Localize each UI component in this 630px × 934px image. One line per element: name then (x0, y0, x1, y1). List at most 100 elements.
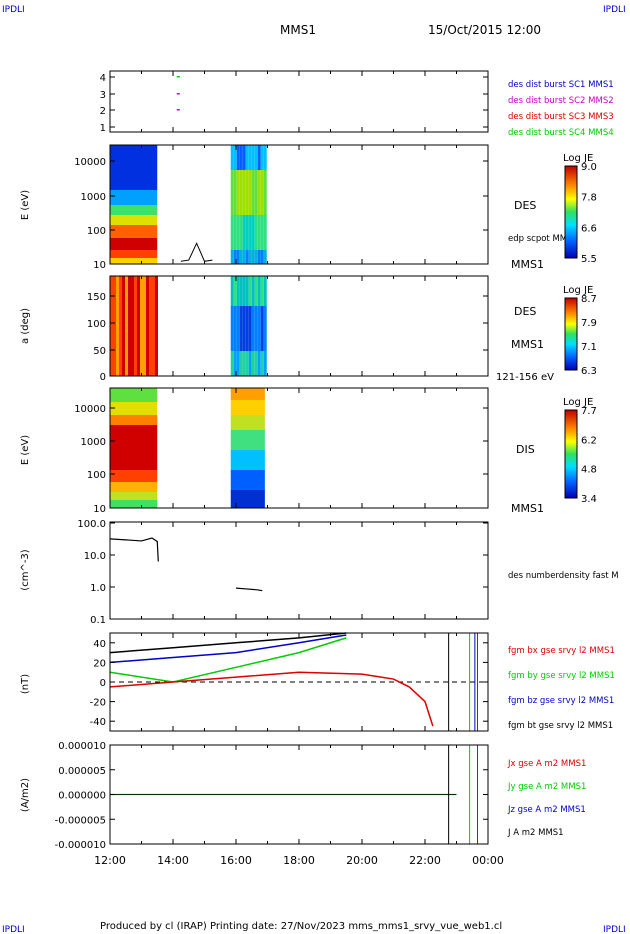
des-energy-spectro-cell (245, 170, 249, 215)
des-pitch-sublabel: MMS1 (511, 338, 544, 351)
bfield-legend-entry: fgm bt gse srvy l2 MMS1 (508, 721, 613, 731)
x-axis-tick-label: 20:00 (346, 854, 378, 867)
des-energy-spectro-cell (236, 145, 240, 170)
des-energy-spectro-cell (251, 170, 255, 215)
des-energy-ylabel: E (eV) (20, 190, 31, 220)
dis-energy-spectro-block (110, 482, 158, 492)
des-energy-spectro-cell (233, 215, 237, 250)
corner-logo-top-right: IPDLI (603, 5, 626, 15)
des-energy-spectro-cell (254, 215, 258, 250)
burst-panel-ytick-label: 2 (100, 106, 106, 117)
des-energy-spectro-cell (242, 145, 246, 170)
dis-energy-spectro-block (110, 492, 158, 500)
des-energy-spectro-cell (248, 250, 252, 264)
des-energy-spectro-cell (230, 145, 234, 170)
des-energy-spectro-cell (233, 250, 237, 264)
des-pitch-ytick-label: 0 (100, 372, 106, 383)
des-pitch-spectro-cell (263, 306, 267, 351)
burst-panel-frame (109, 70, 489, 133)
current-ytick-label: 0.000005 (58, 766, 106, 777)
des-pitch-colorbar-title: Log JE (563, 285, 593, 296)
des-pitch-spectro-cell (254, 351, 258, 376)
footer-credits: Produced by cl (IRAP) Printing date: 27/… (100, 921, 502, 932)
density-ytick-label: 10.0 (84, 551, 106, 562)
x-axis-tick-label: 00:00 (472, 854, 504, 867)
des-pitch-spectro-cell (239, 306, 243, 351)
dis-energy-spectro-block (230, 450, 265, 470)
des-energy-spectro-cell (260, 215, 264, 250)
bfield-series-line (109, 637, 347, 683)
panels-group: 4 3 2 1 des dist burst SC1 MMS1 des dist burs… (20, 70, 619, 867)
corner-logo-top-left: IPDLI (2, 5, 25, 15)
des-energy-spectro-cell (245, 215, 249, 250)
des-pitch-spectro-cell (263, 351, 267, 376)
des-pitch-ylabel: a (deg) (20, 308, 31, 344)
des-pitch-spectro-cell (230, 351, 234, 376)
burst-legend-entry: des dist burst SC1 MMS1 (508, 80, 614, 90)
dis-energy-spectro-block (230, 490, 265, 508)
des-energy-spectro-cell (236, 215, 240, 250)
density-ylabel: (cm^-3) (20, 549, 31, 590)
des-pitch-spectro-cell (230, 276, 234, 306)
des-energy-spectro-block (110, 205, 158, 215)
bfield-series-line (109, 634, 347, 664)
x-axis-tick-label: 16:00 (220, 854, 252, 867)
des-pitch-spectro-cell (143, 276, 146, 376)
des-pitch-spectro-cell (257, 276, 261, 306)
density-line (235, 587, 263, 592)
des-pitch-spectro-cell (146, 276, 149, 376)
des-energy-ytick-label: 10 (93, 260, 106, 271)
burst-panel-ytick-label: 3 (100, 90, 106, 101)
des-pitch-spectro-cell (251, 276, 255, 306)
des-energy-spectro-cell (254, 170, 258, 215)
des-energy-ytick-label: 1000 (81, 192, 106, 203)
des-energy-spectro-cell (245, 250, 249, 264)
des-energy-spectro-cell (239, 145, 243, 170)
bfield-ytick-label: 20 (93, 658, 106, 669)
des-pitch-spectro-cell (152, 276, 155, 376)
des-energy-label: DES (514, 199, 536, 212)
des-energy-colorbar-tick: 9.0 (581, 162, 597, 173)
dis-energy-spectro-block (110, 388, 158, 402)
des-energy-spectro-cell (230, 215, 234, 250)
dis-energy-spectro-block (230, 470, 265, 490)
des-pitch-colorbar-tick: 7.1 (581, 342, 597, 353)
burst-point (176, 76, 180, 78)
des-energy-spectro-block (110, 190, 158, 205)
des-energy-ytick-label: 10000 (74, 157, 106, 168)
x-axis-tick-label: 22:00 (409, 854, 441, 867)
des-energy-ytick-label: 100 (87, 226, 106, 237)
des-energy-colorbar (564, 165, 578, 259)
dis-energy-ytick-label: 100 (87, 470, 106, 481)
des-energy-spectro-cell (251, 250, 255, 264)
des-pitch-spectro-cell (242, 306, 246, 351)
des-pitch-spectro-cell (236, 276, 240, 306)
corner-logo-bottom-right: IPDLI (603, 925, 626, 934)
des-energy-colorbar-tick: 7.8 (581, 193, 597, 204)
des-energy-spectro-block (110, 225, 158, 238)
current-legend-entry: Jz gse A m2 MMS1 (507, 805, 586, 815)
des-energy-spectro-cell (239, 215, 243, 250)
burst-point (176, 109, 180, 111)
density-legend-entry: des numberdensity fast M (508, 571, 619, 581)
des-pitch-ytick-label: 100 (87, 319, 106, 330)
des-energy-spectro-cell (239, 250, 243, 264)
density-ytick-label: 1.0 (90, 583, 106, 594)
des-pitch-spectro-cell (245, 276, 249, 306)
des-energy-spectro-cell (239, 170, 243, 215)
des-energy-frame (109, 144, 489, 265)
des-energy-spectro-cell (263, 170, 267, 215)
des-pitch-spectro-cell (155, 276, 158, 376)
density-frame (109, 521, 489, 620)
des-pitch-spectro-cell (110, 276, 113, 376)
des-energy-spectro-cell (260, 145, 264, 170)
des-energy-spectro-cell (242, 250, 246, 264)
des-energy-spectro-cell (233, 170, 237, 215)
des-pitch-spectro-cell (239, 276, 243, 306)
density-ytick-label: 100.0 (77, 519, 106, 530)
x-axis-tick-label: 12:00 (94, 854, 126, 867)
des-pitch-spectro-cell (245, 351, 249, 376)
des-pitch-spectro-cell (260, 306, 264, 351)
current-legend-entry: Jy gse A m2 MMS1 (507, 782, 586, 792)
dis-energy-colorbar-tick: 6.2 (581, 435, 597, 446)
